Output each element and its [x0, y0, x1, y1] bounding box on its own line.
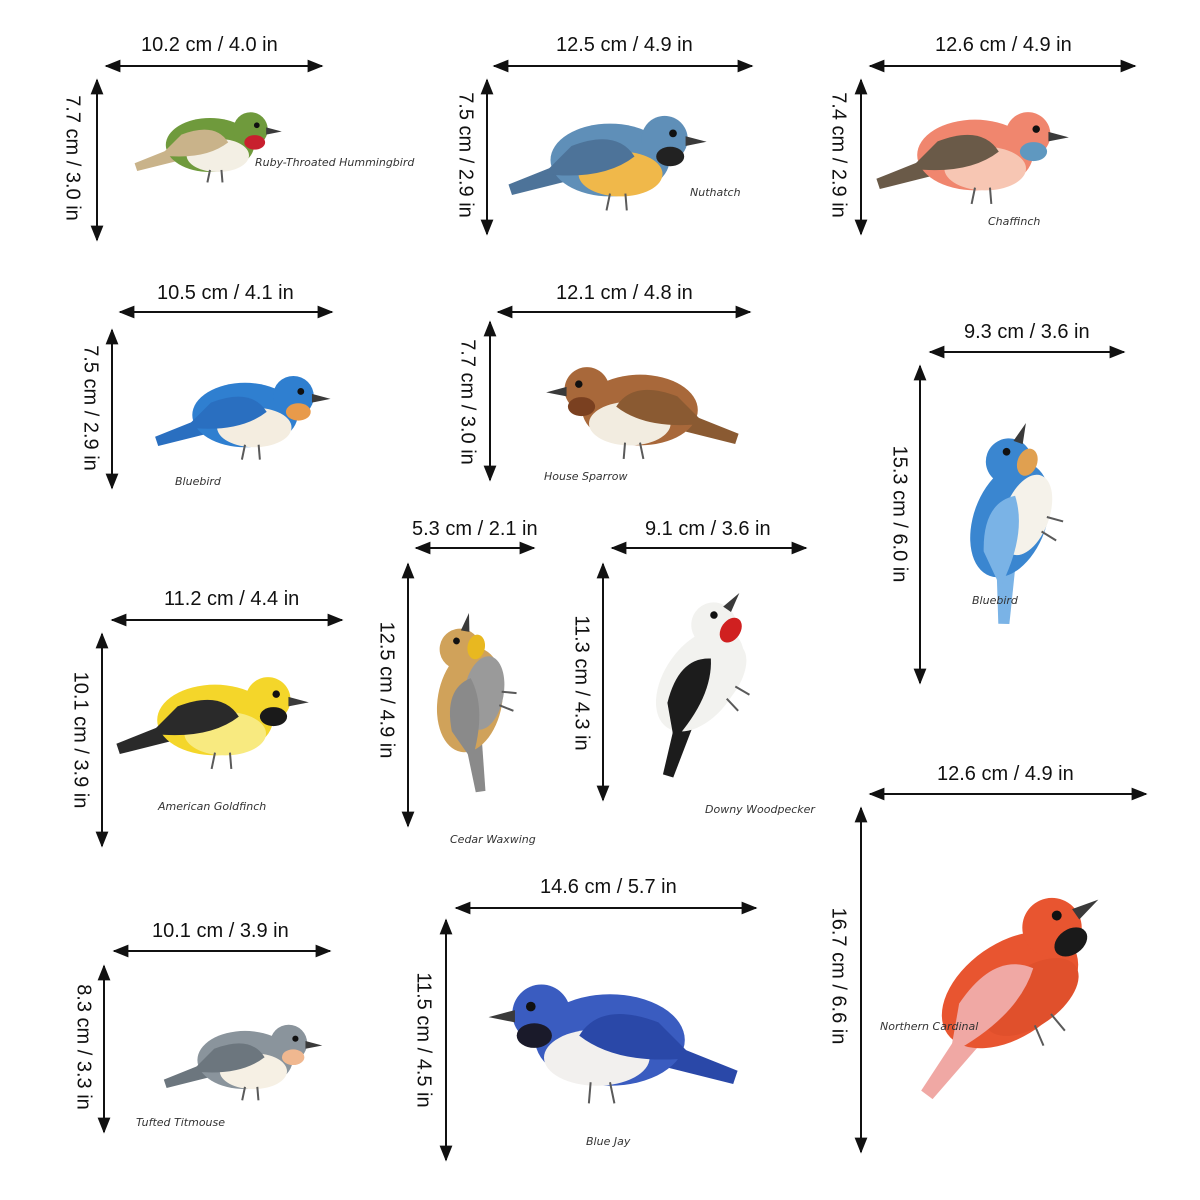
name-label-chaffinch: Chaffinch	[988, 215, 1041, 228]
name-label-house-sparrow: House Sparrow	[544, 470, 628, 483]
width-label-northern-cardinal: 12.6 cm / 4.9 in	[937, 763, 1074, 785]
height-label-bluebird-flying: 15.3 cm / 6.0 in	[888, 445, 911, 583]
name-label-cedar-waxwing: Cedar Waxwing	[450, 833, 536, 846]
bird-illustration-ruby-throated-hummingbird-0	[134, 112, 282, 183]
name-label-goldfinch: American Goldfinch	[158, 800, 267, 813]
height-label-goldfinch: 10.1 cm / 3.9 in	[69, 671, 92, 809]
width-label-goldfinch: 11.2 cm / 4.4 in	[164, 588, 300, 610]
height-label-hummingbird: 7.7 cm / 3.0 in	[61, 95, 84, 221]
bird-illustration-downy-woodpecker-8	[655, 592, 750, 778]
bird-illustration-american-goldfinch-6	[116, 677, 309, 770]
bird-illustration-cedar-waxwing-7	[436, 612, 517, 793]
height-label-tufted-titmouse: 8.3 cm / 3.3 in	[72, 984, 95, 1110]
width-label-house-sparrow: 12.1 cm / 4.8 in	[556, 282, 693, 304]
height-label-northern-cardinal: 16.7 cm / 6.6 in	[827, 907, 850, 1045]
width-label-hummingbird: 10.2 cm / 4.0 in	[141, 34, 278, 56]
height-label-blue-jay: 11.5 cm / 4.5 in	[412, 972, 435, 1108]
bird-illustration-bluebird-5	[970, 423, 1064, 625]
name-label-northern-cardinal: Northern Cardinal	[880, 1020, 979, 1033]
name-label-hummingbird: Ruby-Throated Hummingbird	[255, 156, 415, 169]
height-label-downy-woodpecker: 11.3 cm / 4.3 in	[570, 615, 593, 751]
width-label-chaffinch: 12.6 cm / 4.9 in	[935, 34, 1072, 56]
width-label-bluebird-perched: 10.5 cm / 4.1 in	[157, 282, 294, 304]
height-label-cedar-waxwing: 12.5 cm / 4.9 in	[375, 621, 398, 759]
bird-illustration-chaffinch-2	[876, 112, 1069, 205]
bird-illustration-northern-cardinal-9	[921, 897, 1099, 1100]
name-label-downy-woodpecker: Downy Woodpecker	[705, 803, 815, 816]
bird-illustration-bluebird-3	[155, 375, 331, 460]
name-label-bluebird-perched: Bluebird	[175, 475, 221, 488]
name-label-nuthatch: Nuthatch	[690, 186, 741, 199]
bird-illustration-tufted-titmouse-10	[163, 1024, 323, 1101]
width-label-cedar-waxwing: 5.3 cm / 2.1 in	[412, 518, 538, 540]
width-label-bluebird-flying: 9.3 cm / 3.6 in	[964, 321, 1090, 343]
height-label-bluebird-perched: 7.5 cm / 2.9 in	[79, 345, 102, 471]
bird-illustration-house-sparrow-4	[546, 367, 739, 460]
height-label-chaffinch: 7.4 cm / 2.9 in	[827, 92, 850, 218]
bird-illustration-blue-jay-11	[488, 984, 738, 1104]
width-label-blue-jay: 14.6 cm / 5.7 in	[540, 876, 677, 898]
width-label-nuthatch: 12.5 cm / 4.9 in	[556, 34, 693, 56]
name-label-tufted-titmouse: Tufted Titmouse	[136, 1116, 226, 1129]
bird-illustration-nuthatch-1	[508, 115, 707, 211]
width-label-tufted-titmouse: 10.1 cm / 3.9 in	[152, 920, 289, 942]
name-label-blue-jay: Blue Jay	[586, 1135, 631, 1148]
width-label-downy-woodpecker: 9.1 cm / 3.6 in	[645, 518, 771, 540]
height-label-house-sparrow: 7.7 cm / 3.0 in	[456, 339, 479, 465]
height-label-nuthatch: 7.5 cm / 2.9 in	[454, 92, 477, 218]
name-label-bluebird-flying: Bluebird	[972, 594, 1018, 607]
